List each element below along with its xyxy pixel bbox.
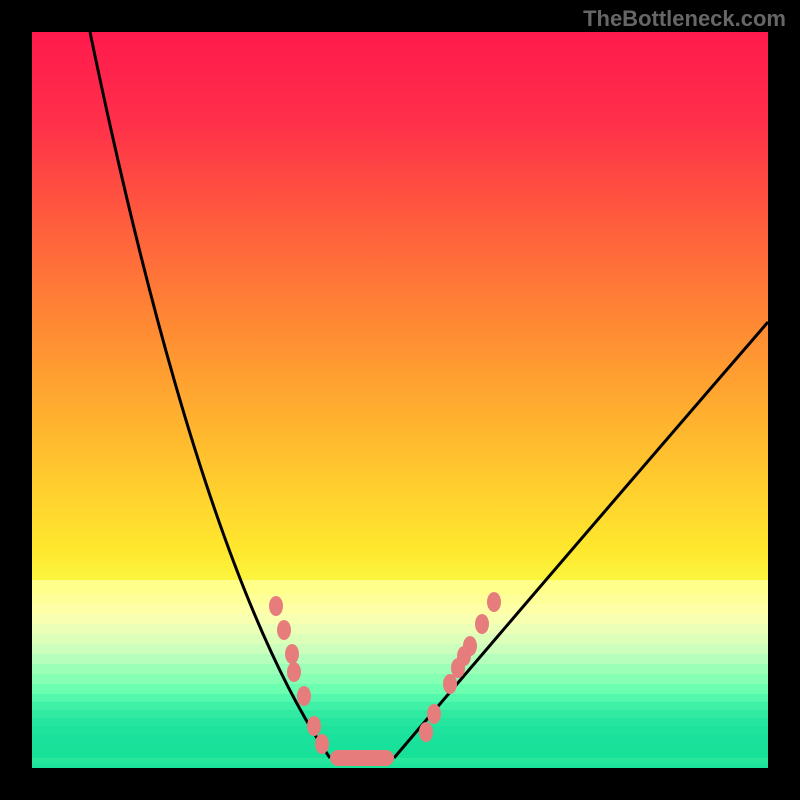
bottleneck-curve: [32, 32, 768, 768]
plot-area: [32, 32, 768, 768]
chart-frame: TheBottleneck.com: [0, 0, 800, 800]
watermark-text: TheBottleneck.com: [583, 6, 786, 32]
